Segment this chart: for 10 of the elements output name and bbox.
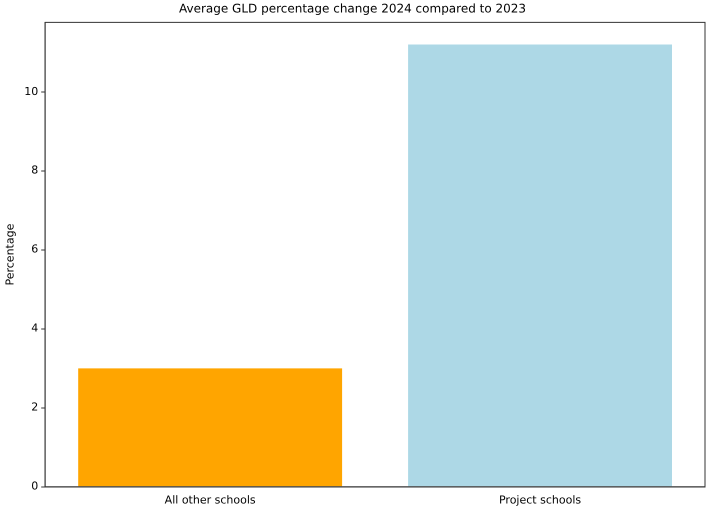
x-tick-label: Project schools	[498, 493, 582, 506]
y-tick-label: 10	[24, 84, 38, 98]
y-axis-title: Percentage	[3, 223, 16, 286]
chart-title: Average GLD percentage change 2024 compared to 2023	[178, 1, 526, 16]
y-tick-label: 6	[31, 242, 38, 256]
y-tick-label: 2	[31, 400, 38, 414]
y-tick-label: 8	[31, 164, 38, 177]
y-tick-label: 4	[31, 322, 38, 335]
x-tick-label: All other schools	[164, 493, 256, 506]
y-tick-label: 0	[31, 480, 38, 493]
